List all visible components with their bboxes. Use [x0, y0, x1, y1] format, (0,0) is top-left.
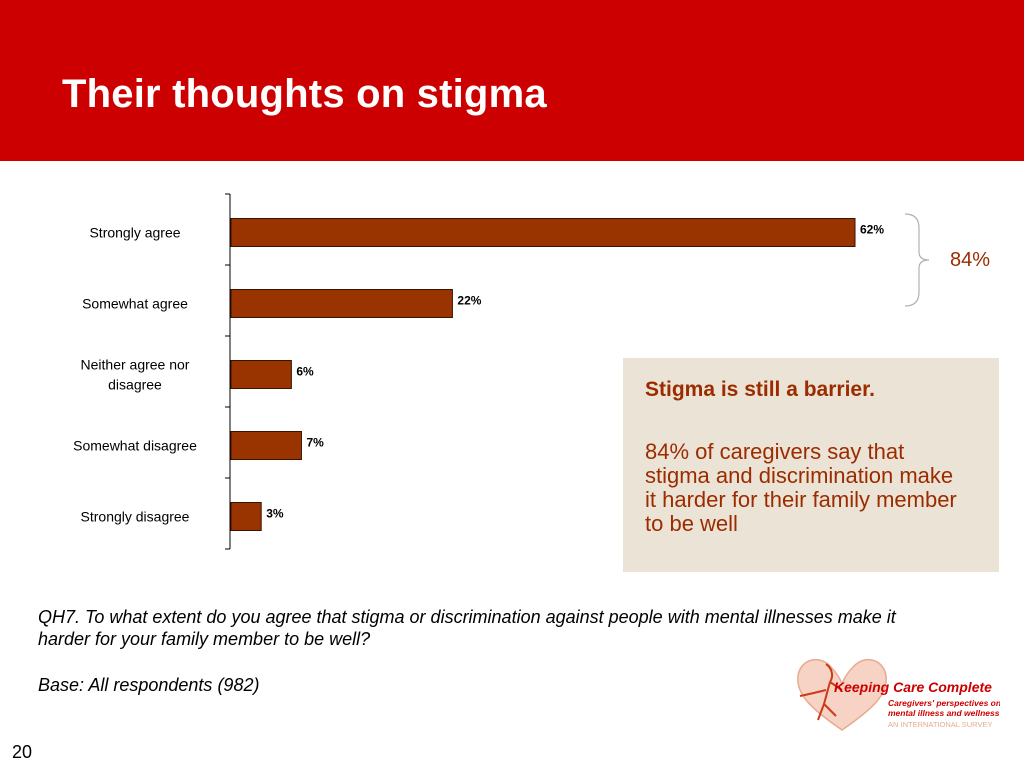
bar	[230, 431, 302, 460]
logo-tagline: mental illness and wellness	[888, 708, 1000, 718]
callout-body: 84% of caregivers say that stigma and di…	[645, 439, 957, 536]
category-label: Strongly disagree	[81, 509, 190, 525]
category-label-line: Somewhat agree	[82, 296, 188, 312]
data-label: 6%	[296, 365, 314, 379]
data-label: 7%	[306, 436, 324, 450]
title-banner: Their thoughts on stigma	[0, 0, 1024, 161]
category-label-line: Strongly disagree	[81, 509, 190, 525]
category-label-line: Neither agree nor	[81, 357, 190, 373]
figure-icon	[799, 663, 843, 721]
callout-heading: Stigma is still a barrier.	[645, 378, 875, 401]
data-label: 62%	[860, 223, 884, 237]
bar	[230, 360, 292, 389]
logo-tagline: Caregivers' perspectives on	[888, 698, 1000, 708]
category-label: Strongly agree	[89, 225, 180, 241]
bracket-label: 84%	[950, 249, 990, 271]
survey-question: QH7. To what extent do you agree that st…	[38, 607, 896, 649]
page-number: 20	[12, 742, 33, 762]
data-label: 3%	[266, 507, 284, 521]
page-title: Their thoughts on stigma	[62, 72, 547, 116]
bar	[230, 502, 262, 531]
bar	[230, 218, 856, 247]
keeping-care-complete-logo: Keeping Care Complete Caregivers' perspec…	[797, 658, 1000, 731]
sample-base: Base: All respondents (982)	[38, 675, 260, 695]
category-label-line: disagree	[108, 377, 162, 393]
logo-subtitle: AN INTERNATIONAL SURVEY	[888, 720, 992, 729]
category-label-line: Strongly agree	[89, 225, 180, 241]
bar	[230, 289, 453, 318]
category-label-line: Somewhat disagree	[73, 438, 197, 454]
category-label: Neither agree nor disagree	[81, 357, 190, 393]
category-label: Somewhat agree	[82, 296, 188, 312]
bracket	[904, 213, 930, 307]
bar-chart: 62% Strongly agree 22% Somewhat agree 6% Neit…	[73, 193, 990, 550]
data-label: 22%	[457, 294, 481, 308]
category-label: Somewhat disagree	[73, 438, 197, 454]
logo-name: Keeping Care Complete	[834, 679, 992, 695]
callout-box: Stigma is still a barrier. 84% of caregi…	[623, 358, 999, 572]
